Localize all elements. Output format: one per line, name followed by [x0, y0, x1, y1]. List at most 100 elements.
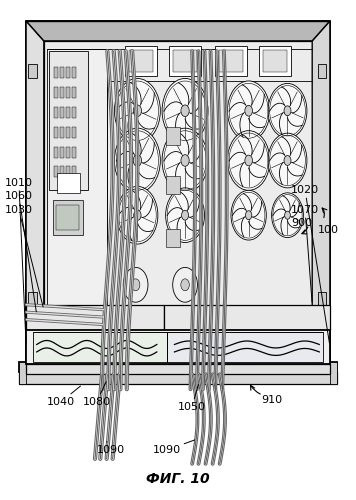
Circle shape [181, 105, 189, 117]
Text: 1050: 1050 [178, 384, 206, 411]
Bar [54, 87, 58, 98]
Bar [72, 107, 76, 118]
Circle shape [245, 106, 252, 116]
Circle shape [131, 279, 140, 291]
Bar [173, 50, 198, 72]
Text: 900: 900 [291, 218, 312, 228]
Polygon shape [19, 362, 26, 384]
Circle shape [162, 128, 208, 193]
Bar [219, 50, 244, 72]
Circle shape [114, 128, 160, 193]
Bar [263, 50, 288, 72]
Text: 1030: 1030 [5, 205, 43, 307]
Circle shape [181, 279, 189, 291]
Text: 1080: 1080 [83, 382, 111, 406]
Circle shape [231, 190, 266, 240]
Circle shape [182, 210, 189, 220]
Bar [66, 166, 70, 177]
Bar [56, 205, 79, 230]
Polygon shape [26, 22, 44, 344]
Polygon shape [33, 332, 167, 362]
Polygon shape [26, 22, 330, 41]
Bar [54, 107, 58, 118]
Circle shape [133, 105, 142, 117]
Text: 1020: 1020 [291, 186, 329, 343]
Polygon shape [26, 22, 330, 364]
Bar [66, 146, 70, 158]
Circle shape [272, 193, 303, 238]
Circle shape [114, 78, 160, 143]
FancyArrowPatch shape [302, 227, 308, 234]
Bar [60, 166, 64, 177]
Bar [259, 46, 291, 76]
Circle shape [284, 156, 291, 166]
Text: 1090: 1090 [153, 440, 195, 455]
Bar [166, 176, 180, 194]
Bar [129, 50, 153, 72]
Bar [28, 64, 37, 78]
Bar [72, 126, 76, 138]
Polygon shape [49, 51, 88, 190]
Circle shape [173, 268, 198, 302]
Circle shape [285, 211, 290, 219]
Polygon shape [26, 22, 44, 380]
Text: 1010: 1010 [5, 178, 33, 343]
Bar [60, 67, 64, 78]
Circle shape [181, 154, 189, 166]
FancyArrowPatch shape [251, 386, 260, 394]
Polygon shape [167, 332, 323, 362]
Circle shape [245, 155, 252, 166]
Polygon shape [312, 22, 330, 380]
Bar [72, 87, 76, 98]
Circle shape [268, 84, 307, 138]
Polygon shape [47, 48, 108, 340]
Circle shape [268, 133, 307, 188]
Bar [60, 126, 64, 138]
Bar [318, 64, 326, 78]
Circle shape [133, 154, 142, 166]
Bar [66, 126, 70, 138]
Text: 910: 910 [261, 395, 282, 405]
FancyArrowPatch shape [322, 208, 327, 218]
Bar [60, 146, 64, 158]
Polygon shape [26, 330, 330, 364]
Bar [166, 228, 180, 246]
Bar [57, 173, 80, 193]
Bar [28, 292, 37, 307]
Polygon shape [330, 362, 337, 384]
Bar [66, 67, 70, 78]
Polygon shape [19, 372, 337, 384]
Circle shape [123, 268, 148, 302]
Bar [54, 166, 58, 177]
Polygon shape [164, 304, 330, 330]
Polygon shape [19, 362, 337, 372]
Polygon shape [26, 364, 330, 374]
Bar [54, 126, 58, 138]
Bar [66, 87, 70, 98]
Bar [169, 46, 201, 76]
Text: 1070: 1070 [291, 205, 319, 302]
Bar [60, 87, 64, 98]
Bar [72, 146, 76, 158]
Bar [318, 292, 326, 307]
Polygon shape [44, 41, 312, 344]
Text: 1040: 1040 [47, 386, 80, 406]
Bar [60, 107, 64, 118]
Bar [53, 200, 83, 235]
Text: 1090: 1090 [97, 442, 125, 455]
Circle shape [284, 106, 291, 116]
Text: 1060: 1060 [5, 192, 36, 312]
Circle shape [227, 81, 270, 140]
Bar [215, 46, 247, 76]
Circle shape [246, 210, 252, 220]
Bar [166, 126, 180, 144]
Circle shape [227, 130, 270, 190]
Bar [54, 146, 58, 158]
Polygon shape [44, 41, 312, 51]
Circle shape [166, 188, 204, 242]
Bar [66, 107, 70, 118]
Circle shape [134, 210, 141, 220]
Bar [72, 166, 76, 177]
Text: ФИГ. 10: ФИГ. 10 [146, 472, 210, 486]
Text: 100: 100 [318, 225, 339, 235]
